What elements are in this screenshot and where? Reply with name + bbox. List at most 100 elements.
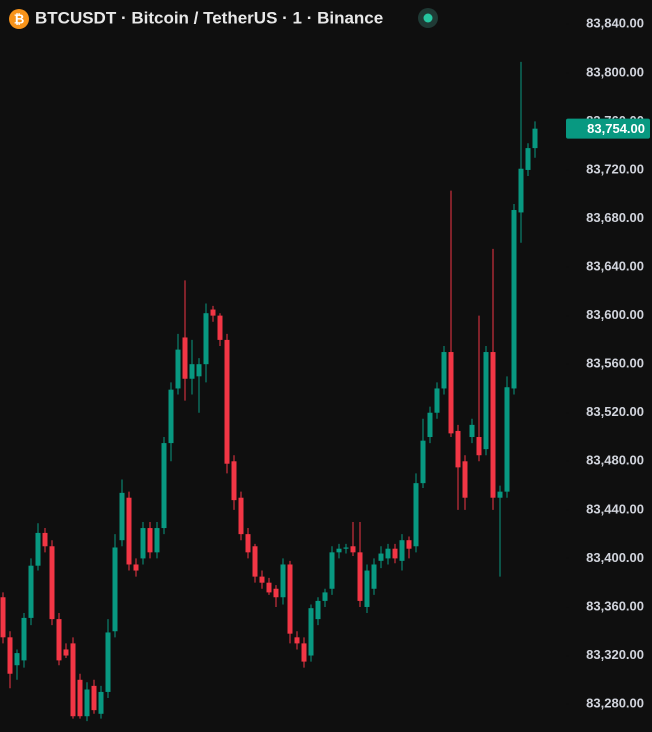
symbol-header: ₿ BTCUSDT · Bitcoin / TetherUS · 1 · Bin…: [9, 8, 438, 29]
candle-body: [476, 437, 482, 456]
candle-body: [147, 528, 153, 553]
candle-body: [224, 339, 230, 464]
candle-body: [378, 553, 384, 561]
candle-body: [42, 532, 48, 547]
candle-body: [266, 582, 272, 593]
candle-body: [245, 534, 251, 553]
candle-body: [287, 564, 293, 634]
candle-body: [357, 552, 363, 601]
candle-body: [504, 387, 510, 492]
y-tick-label: 83,800.00: [586, 64, 644, 79]
candle-body: [518, 168, 524, 213]
candle-body: [112, 547, 118, 632]
candle-body: [301, 643, 307, 662]
candle-body: [350, 546, 356, 553]
candle-body: [49, 546, 55, 620]
candle-body: [238, 497, 244, 535]
candle-body: [455, 430, 461, 468]
candle-body: [161, 443, 167, 529]
last-price-tag: [566, 118, 650, 139]
candle-body: [63, 649, 69, 656]
candle-body: [56, 619, 62, 661]
candle-body: [70, 643, 76, 717]
candle-body: [217, 315, 223, 340]
candle-body: [168, 389, 174, 444]
candle-body: [84, 689, 90, 717]
candle-body: [385, 548, 391, 559]
candle-body: [77, 679, 83, 717]
candle-body: [252, 546, 258, 577]
candle-body: [280, 564, 286, 598]
candle-body: [14, 653, 20, 666]
y-tick-label: 83,280.00: [586, 696, 644, 711]
y-tick-label: 83,320.00: [586, 647, 644, 662]
candle-body: [182, 337, 188, 379]
chart-title: BTCUSDT · Bitcoin / TetherUS · 1 · Binan…: [35, 8, 383, 27]
candle-body: [322, 592, 328, 601]
y-tick-label: 83,520.00: [586, 404, 644, 419]
candle-body: [140, 528, 146, 559]
y-tick-label: 83,720.00: [586, 161, 644, 176]
candle-body: [308, 608, 314, 656]
candle-body: [7, 637, 13, 674]
y-tick-label: 83,840.00: [586, 16, 644, 31]
candle-body: [105, 632, 111, 692]
y-tick-label: 83,640.00: [586, 259, 644, 274]
candle-body: [210, 309, 216, 316]
candle-body: [119, 492, 125, 541]
last-price-label: 83,754.00: [587, 121, 645, 136]
candle-body: [133, 564, 139, 571]
candle-body: [469, 424, 475, 438]
candle-body: [399, 540, 405, 561]
candle-body: [98, 691, 104, 714]
candle-body: [154, 528, 160, 553]
bitcoin-icon-glyph: ₿: [14, 11, 25, 26]
bitcoin-icon: [9, 9, 29, 29]
candle-body: [329, 552, 335, 589]
candle-body: [35, 532, 41, 566]
price-axis: 83,280.00 83,320.00 83,360.00 83,400.00 83,4…: [566, 16, 650, 711]
candle-body: [28, 565, 34, 618]
y-tick-label: 83,480.00: [586, 453, 644, 468]
candle-body: [483, 352, 489, 450]
candle-body: [511, 210, 517, 389]
candle-body: [490, 352, 496, 498]
candle-body: [0, 597, 6, 638]
candle-body: [294, 637, 300, 644]
candle-body: [441, 352, 447, 389]
candle-body: [392, 548, 398, 559]
y-tick-label: 83,680.00: [586, 210, 644, 225]
candle-body: [175, 349, 181, 389]
candle-body: [196, 364, 202, 377]
candle-body: [434, 388, 440, 413]
candle-body: [420, 440, 426, 484]
candle-body: [259, 576, 265, 583]
candle-body: [497, 491, 503, 498]
candle-body: [532, 128, 538, 149]
plot-area: [0, 61, 538, 722]
candle-body: [203, 313, 209, 365]
y-tick-label: 83,400.00: [586, 550, 644, 565]
candle-body: [448, 352, 454, 434]
y-tick-label: 83,560.00: [586, 356, 644, 371]
candle-body: [343, 547, 349, 549]
y-tick-label: 83,440.00: [586, 501, 644, 516]
candle-body: [315, 600, 321, 620]
y-tick-label: 83,360.00: [586, 598, 644, 613]
candle-body: [231, 461, 237, 501]
candle-body: [406, 540, 412, 549]
candle-body: [21, 617, 27, 661]
candle-body: [189, 364, 195, 379]
candle-body: [273, 588, 279, 598]
candle-body: [91, 685, 97, 711]
candle-body: [413, 483, 419, 547]
candle-body: [364, 570, 370, 607]
status-dot: [423, 13, 433, 23]
candle-body: [525, 148, 531, 170]
candle-body: [371, 564, 377, 589]
candle-body: [126, 497, 132, 565]
y-tick-label: 83,600.00: [586, 307, 644, 322]
candle-body: [427, 412, 433, 438]
